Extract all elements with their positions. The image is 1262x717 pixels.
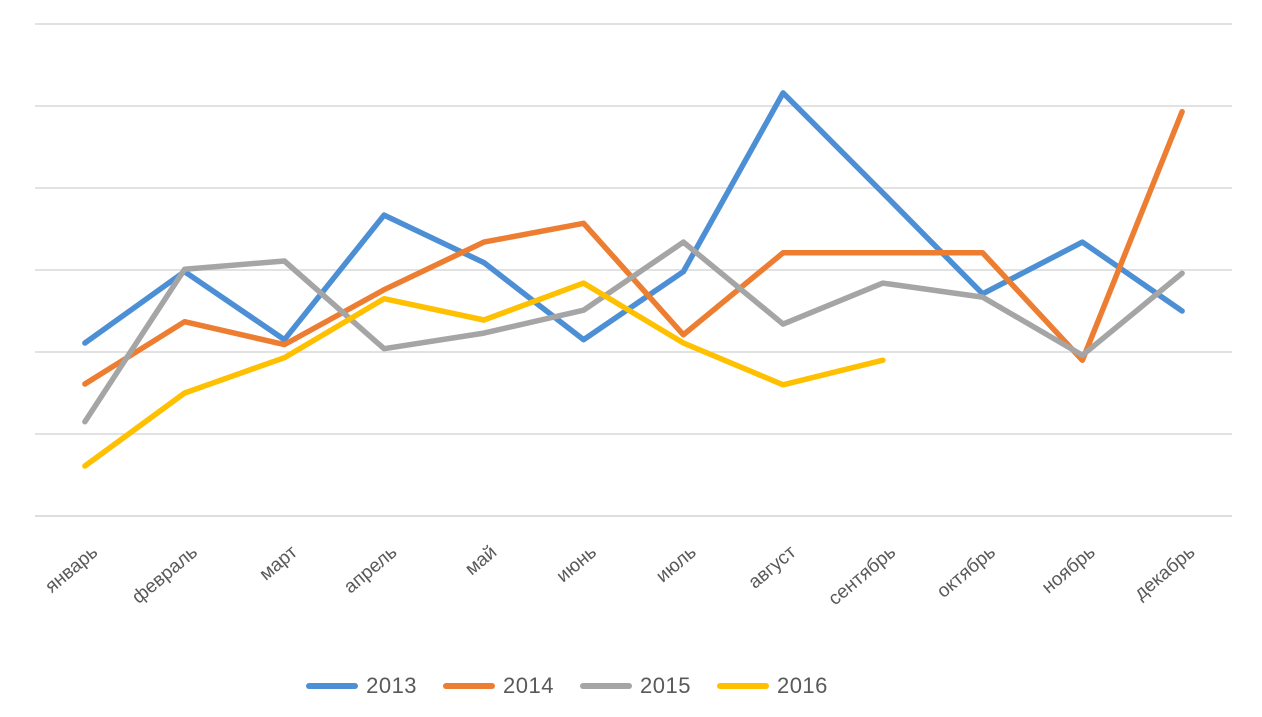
x-axis-label-10: октябрь <box>933 542 1000 603</box>
legend-item-2013: 2013 <box>306 675 417 697</box>
x-axis-label-1: январь <box>41 542 102 598</box>
legend-label-2014: 2014 <box>503 673 554 698</box>
legend-swatch-2013 <box>306 683 359 689</box>
x-axis-label-5: май <box>461 542 501 580</box>
x-axis-label-3: март <box>256 542 302 586</box>
legend-swatch-2014 <box>443 683 496 689</box>
x-axis-labels: январь февраль март апрель май июнь июль август… <box>41 542 1199 610</box>
legend-item-2014: 2014 <box>443 675 554 697</box>
x-axis-label-11: ноябрь <box>1038 542 1100 598</box>
legend-label-2013: 2013 <box>366 673 418 698</box>
series-line-2016 <box>82 280 886 469</box>
legend-item-2015: 2015 <box>580 675 691 697</box>
chart-legend: 2013 2014 2015 2016 <box>0 666 1198 706</box>
legend-label-2015: 2015 <box>640 673 691 698</box>
gridlines <box>35 23 1232 517</box>
x-axis-label-2: февраль <box>128 542 202 609</box>
legend-item-2016: 2016 <box>716 673 828 698</box>
x-axis-label-9: сентябрь <box>825 542 901 610</box>
series-line-2013 <box>82 90 1185 346</box>
x-axis-label-7: июль <box>652 542 700 587</box>
x-axis-label-6: июнь <box>553 542 601 587</box>
x-axis-label-12: декабрь <box>1130 542 1199 605</box>
legend-label-2016: 2016 <box>776 673 828 698</box>
legend-swatch-2016 <box>716 683 769 689</box>
x-axis-label-8: август <box>745 542 801 594</box>
series-line-2014 <box>82 108 1185 387</box>
x-axis-label-4: апрель <box>340 542 401 598</box>
legend-swatch-2015 <box>580 683 632 689</box>
series-line-2015 <box>82 239 1185 425</box>
series-lines <box>82 90 1185 469</box>
